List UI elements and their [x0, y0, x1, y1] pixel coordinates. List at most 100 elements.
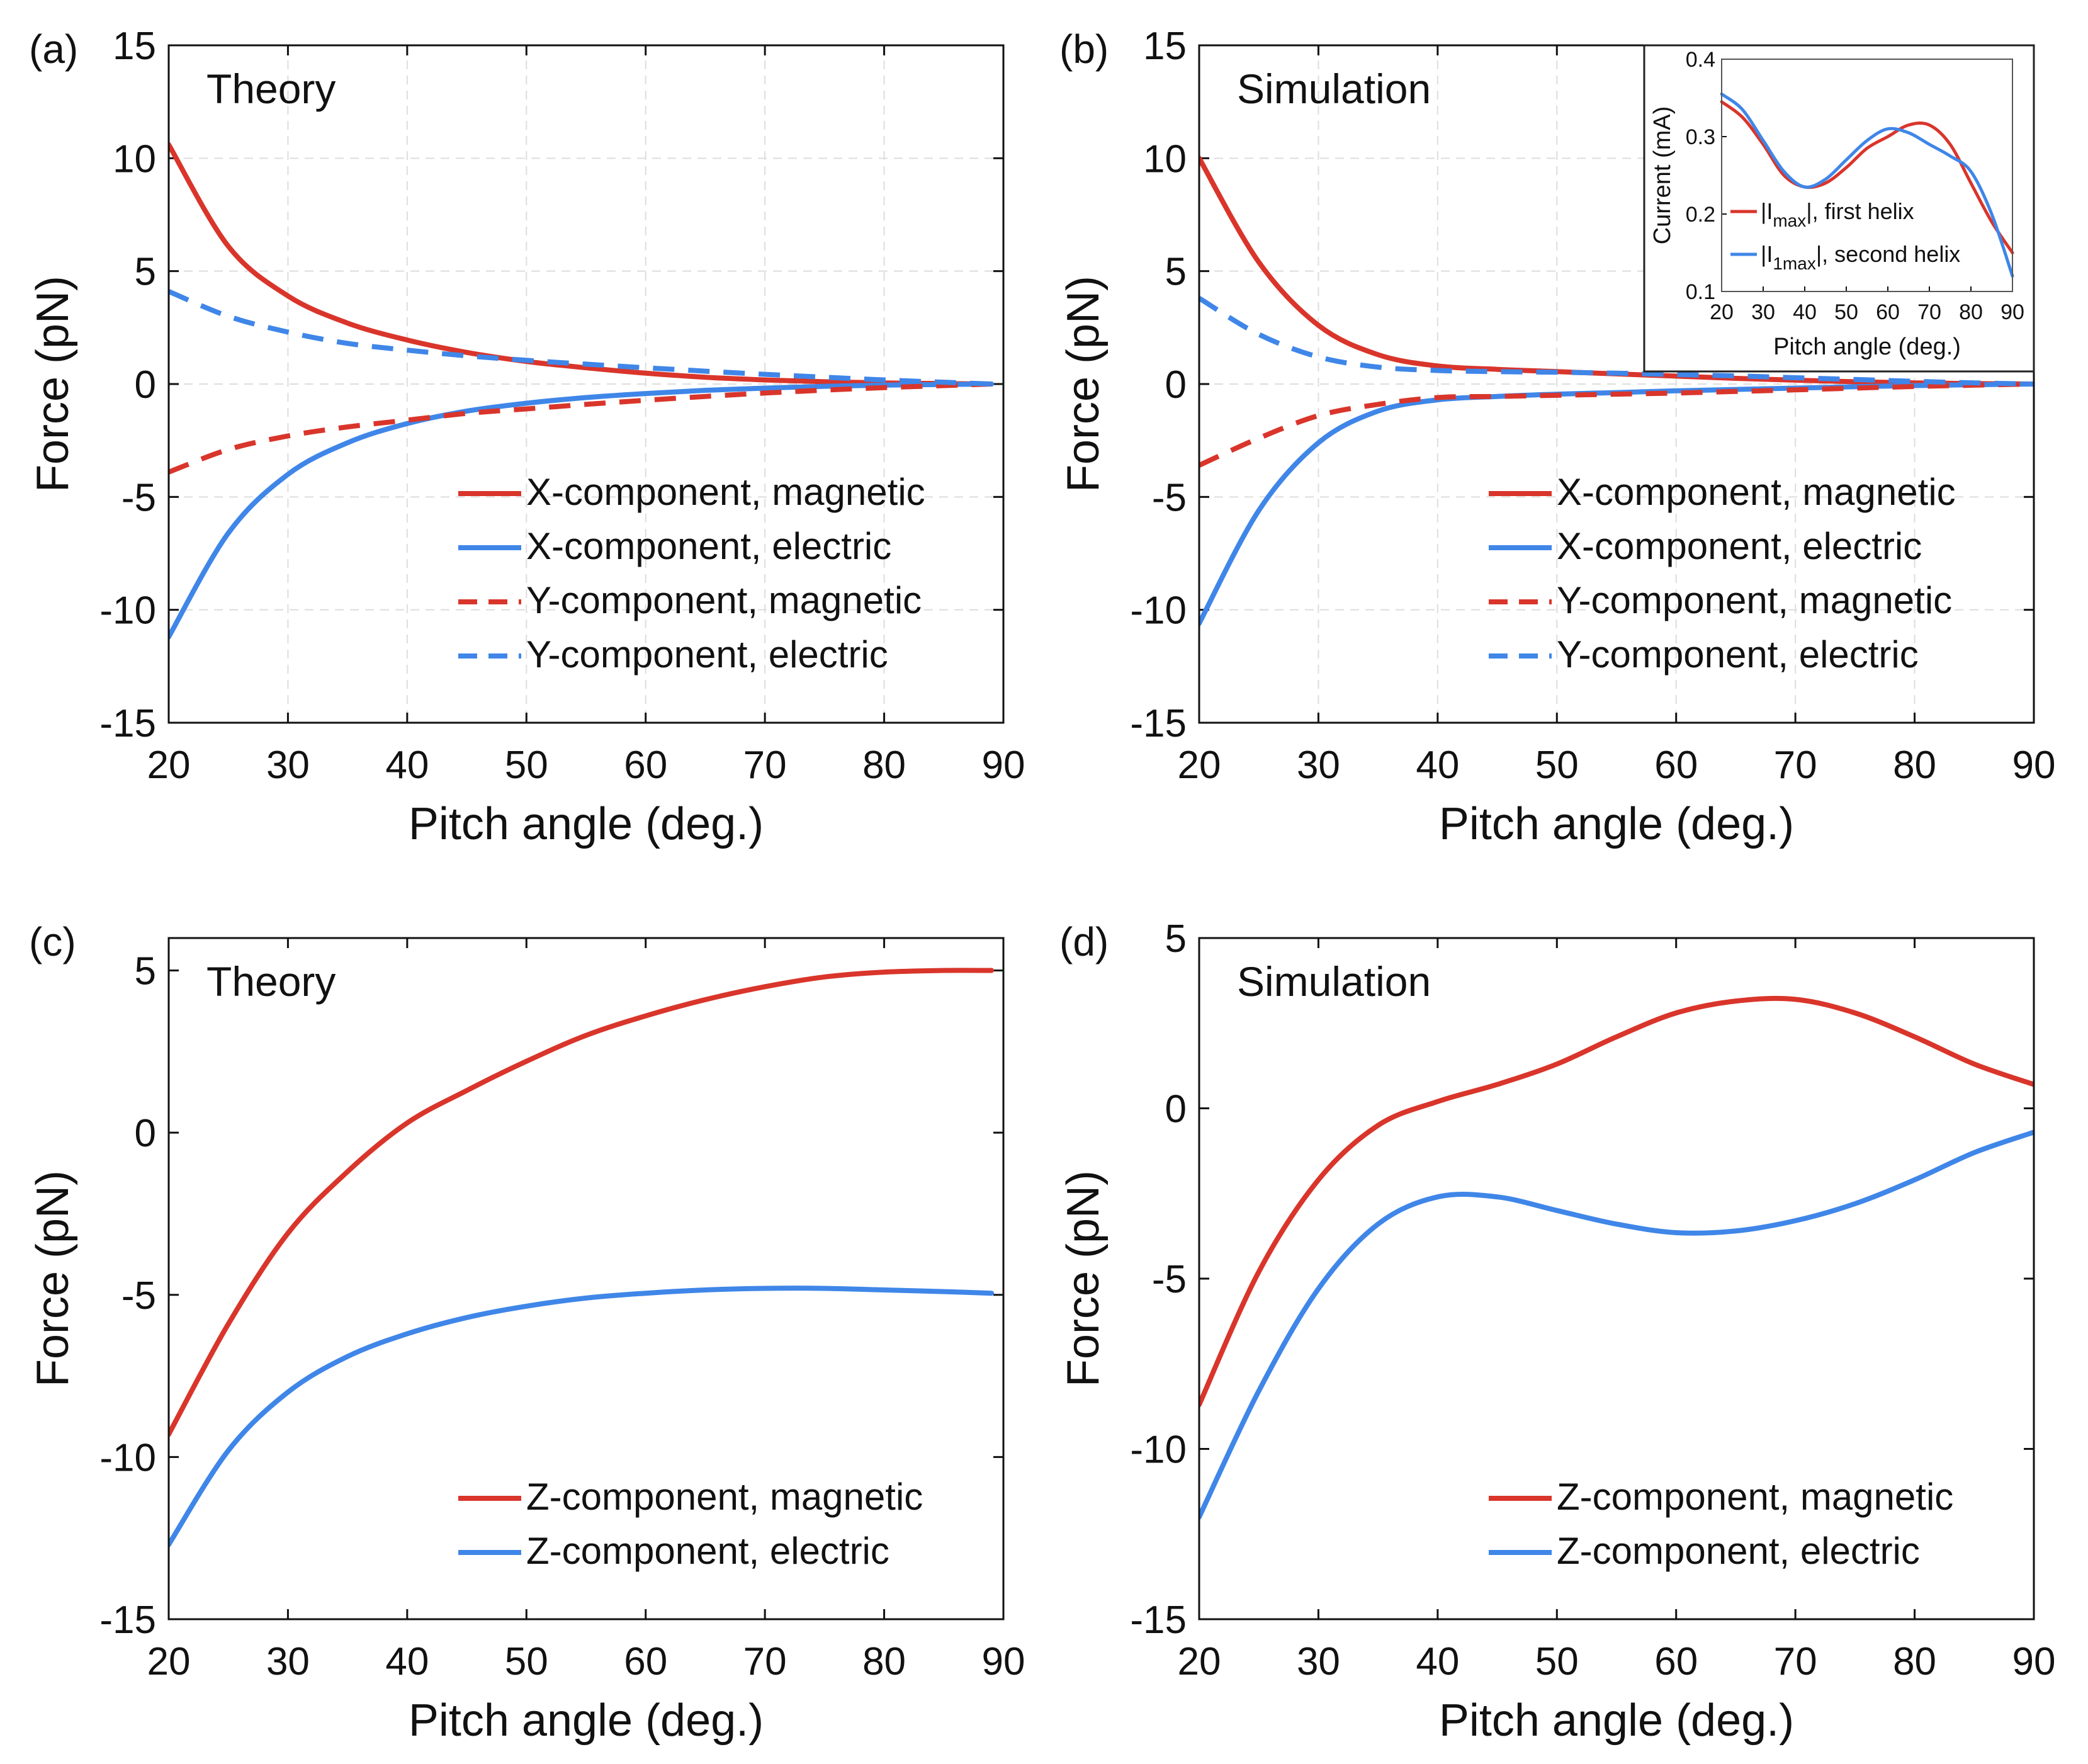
- y-tick-label: 0: [135, 1112, 156, 1155]
- inset-axes-box: [1721, 59, 2013, 292]
- y-tick-label: -5: [1152, 476, 1187, 519]
- legend-label: Y-component, electric: [526, 633, 888, 676]
- inset-series-line: [1720, 92, 2014, 278]
- y-tick-label: 0: [135, 363, 156, 407]
- x-tick-label: 80: [1893, 743, 1936, 787]
- y-tick-label: 15: [1143, 25, 1187, 68]
- panel-title: Simulation: [1237, 65, 1431, 112]
- series-line-y-component-electric: [1199, 296, 2034, 387]
- inset-y-axis-label: Current (mA): [1649, 106, 1676, 245]
- x-tick-label: 20: [147, 1640, 191, 1683]
- x-tick-label: 40: [1416, 1640, 1459, 1683]
- x-axis-label: Pitch angle (deg.): [409, 1695, 764, 1746]
- legend: Z-component, magnetic Z-component, electr…: [1489, 1476, 1953, 1572]
- y-tick-label: -10: [99, 1436, 156, 1479]
- series-line-z-component-electric: [169, 1286, 995, 1547]
- inset-y-tick-label: 0.4: [1686, 48, 1715, 72]
- legend-label: Y-component, magnetic: [1557, 579, 1952, 621]
- x-tick-label: 20: [147, 743, 191, 787]
- legend-label: X-component, magnetic: [1557, 471, 1956, 513]
- y-tick-label: -5: [121, 476, 156, 519]
- panel-label: (d): [1059, 919, 1109, 964]
- x-tick-label: 60: [624, 1640, 667, 1683]
- series-line-y-component-magnetic: [1199, 382, 2034, 468]
- series-group: [169, 968, 995, 1547]
- x-tick-label: 60: [1654, 743, 1698, 787]
- legend-label: X-component, electric: [526, 525, 891, 567]
- inset-y-tick-label: 0.1: [1686, 280, 1715, 304]
- x-tick-label: 80: [1893, 1640, 1936, 1683]
- panel-label: (c): [29, 919, 76, 964]
- x-tick-label: 40: [1416, 743, 1459, 787]
- y-tick-label: -15: [99, 1598, 156, 1642]
- x-tick-label: 50: [505, 1640, 548, 1683]
- x-tick-label: 70: [743, 743, 787, 787]
- inset-legend-label: |Imax|, first helix: [1761, 198, 1914, 230]
- x-tick-label: 70: [1774, 1640, 1817, 1683]
- legend-label: Z-component, electric: [1557, 1530, 1920, 1572]
- axes-box: [1198, 937, 2035, 1620]
- y-tick-label: -10: [1130, 1428, 1187, 1472]
- series-group: [169, 142, 995, 640]
- inset-series-line: [1720, 100, 2014, 254]
- axes-box: [167, 937, 1005, 1620]
- x-axis-label: Pitch angle (deg.): [1439, 1695, 1794, 1746]
- panel-title: Simulation: [1237, 958, 1431, 1005]
- x-axis-label: Pitch angle (deg.): [409, 799, 764, 849]
- inset-x-tick-label: 60: [1876, 300, 1900, 324]
- x-tick-label: 30: [1297, 743, 1340, 787]
- y-tick-label: 5: [1165, 917, 1187, 961]
- y-tick-label: 10: [113, 137, 156, 181]
- legend-label: Y-component, electric: [1557, 633, 1919, 676]
- series-group: [1199, 995, 2034, 1520]
- panel-title: Theory: [206, 958, 336, 1005]
- y-tick-label: -15: [1130, 702, 1187, 745]
- y-tick-label: -10: [1130, 589, 1187, 633]
- y-tick-label: 5: [1165, 251, 1187, 294]
- legend-label: Y-component, magnetic: [526, 579, 922, 621]
- inset-background: [1643, 44, 2035, 373]
- axes-box: [167, 44, 1005, 724]
- y-tick-label: 15: [113, 25, 156, 68]
- panel-label: (b): [1059, 26, 1109, 72]
- y-tick-label: -10: [99, 589, 156, 633]
- y-tick-label: -5: [1152, 1258, 1187, 1301]
- x-tick-label: 80: [862, 1640, 906, 1683]
- series-line-y-component-magnetic: [169, 382, 992, 475]
- x-tick-label: 70: [743, 1640, 787, 1683]
- x-tick-label: 30: [266, 743, 310, 787]
- x-axis-label: Pitch angle (deg.): [1439, 799, 1794, 849]
- series-line-y-component-electric: [169, 289, 992, 387]
- x-tick-label: 90: [2012, 743, 2056, 787]
- y-tick-label: 10: [1143, 137, 1187, 181]
- x-tick-label: 30: [266, 1640, 310, 1683]
- inset-x-tick-label: 20: [1710, 300, 1734, 324]
- y-tick-label: -5: [121, 1274, 156, 1318]
- y-axis-label: Force (pN): [1058, 1170, 1109, 1387]
- legend-label: Z-component, magnetic: [526, 1476, 923, 1518]
- series-line-z-component-electric: [1199, 1129, 2034, 1520]
- y-tick-label: 5: [135, 950, 156, 993]
- legend: X-component, magnetic X-component, electr…: [1489, 471, 1956, 676]
- legend-label: Z-component, magnetic: [1557, 1476, 1953, 1518]
- x-tick-label: 20: [1178, 743, 1221, 787]
- inset-y-tick-label: 0.3: [1686, 125, 1715, 149]
- x-tick-label: 20: [1178, 1640, 1221, 1683]
- y-tick-label: -15: [1130, 1598, 1187, 1642]
- legend: Z-component, magnetic Z-component, electr…: [458, 1476, 923, 1572]
- inset-x-tick-label: 50: [1834, 300, 1858, 324]
- x-tick-label: 70: [1774, 743, 1817, 787]
- inset-legend-label: |I1max|, second helix: [1761, 241, 1960, 273]
- series-line-x-component-electric: [169, 382, 995, 640]
- x-tick-label: 90: [982, 1640, 1025, 1683]
- inset-x-tick-label: 70: [1917, 300, 1941, 324]
- x-tick-label: 50: [1535, 1640, 1579, 1683]
- legend-label: Z-component, electric: [526, 1530, 889, 1572]
- inset-x-tick-label: 30: [1751, 300, 1775, 324]
- x-tick-label: 60: [624, 743, 667, 787]
